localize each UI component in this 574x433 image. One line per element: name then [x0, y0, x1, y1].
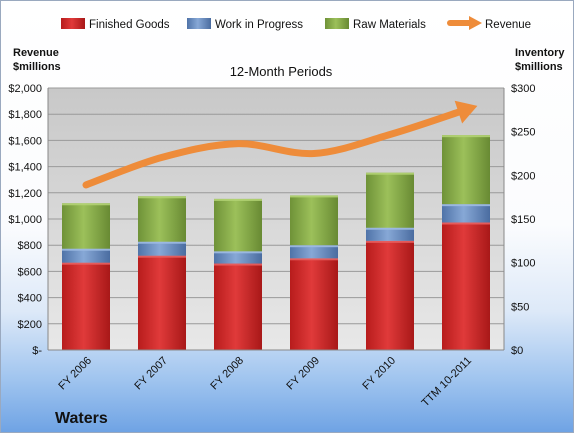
- x-tick-label: FY 2010: [360, 355, 398, 393]
- left-tick-label: $2,000: [8, 83, 42, 95]
- bar-finished-goods: [366, 240, 414, 350]
- bar-finished-goods: [62, 262, 110, 350]
- bar-finished-goods: [138, 255, 186, 350]
- x-tick-label: FY 2008: [208, 355, 246, 393]
- bar-finished-goods: [214, 263, 262, 350]
- left-tick-label: $1,000: [8, 214, 42, 226]
- legend-item-finished-goods: Finished Goods: [61, 18, 170, 31]
- left-tick-label: $400: [18, 293, 42, 305]
- bar-top-work-in-progress: [366, 227, 414, 230]
- bar-raw-materials: [290, 195, 338, 246]
- bar-raw-materials: [214, 198, 262, 252]
- bar-top-finished-goods: [62, 262, 110, 265]
- bar-finished-goods: [442, 222, 490, 350]
- bar-top-finished-goods: [138, 255, 186, 258]
- x-tick-label: FY 2006: [56, 355, 94, 393]
- bar-work-in-progress: [214, 251, 262, 264]
- bar-work-in-progress: [62, 248, 110, 263]
- bar-work-in-progress: [442, 204, 490, 223]
- left-axis-title-line1: Revenue: [13, 47, 59, 59]
- right-tick-label: $300: [511, 83, 535, 95]
- legend-label-raw-materials: Raw Materials: [353, 19, 426, 31]
- left-tick-label: $-: [32, 345, 42, 357]
- bar-top-finished-goods: [290, 258, 338, 261]
- right-tick-label: $50: [511, 301, 529, 313]
- bar-top-raw-materials: [62, 203, 110, 206]
- right-axis-title-line1: Inventory: [515, 47, 565, 59]
- revenue-line-path: [82, 106, 470, 189]
- left-tick-label: $800: [18, 240, 42, 252]
- left-tick-label: $1,800: [8, 109, 42, 121]
- x-tick-label: TTM 10-2011: [420, 355, 475, 410]
- bar-work-in-progress: [366, 227, 414, 241]
- bar-top-raw-materials: [366, 172, 414, 175]
- revenue-arrowhead-icon: [454, 100, 478, 124]
- bar-top-raw-materials: [138, 196, 186, 199]
- legend-item-revenue: Revenue: [447, 16, 531, 31]
- bar-raw-materials: [62, 203, 110, 249]
- right-tick-label: $250: [511, 127, 535, 139]
- legend-item-work-in-progress: Work in Progress: [187, 18, 303, 31]
- left-tick-label: $600: [18, 266, 42, 278]
- legend-swatch-finished-goods: [61, 18, 85, 29]
- legend: Finished Goods Work in Progress Raw Mate…: [61, 16, 531, 31]
- left-tick-label: $1,600: [8, 135, 42, 147]
- revenue-line: [82, 100, 478, 189]
- bar-top-finished-goods: [442, 222, 490, 225]
- left-tick-label: $1,200: [8, 188, 42, 200]
- bar-top-raw-materials: [214, 198, 262, 201]
- left-tick-label: $1,400: [8, 162, 42, 174]
- legend-label-revenue: Revenue: [485, 19, 531, 31]
- legend-label-finished-goods: Finished Goods: [89, 19, 170, 31]
- right-tick-label: $100: [511, 258, 535, 270]
- bar-work-in-progress: [138, 241, 186, 256]
- chart-title: 12-Month Periods: [230, 64, 333, 79]
- bar-top-finished-goods: [214, 263, 262, 266]
- legend-swatch-raw-materials: [325, 18, 349, 29]
- right-tick-label: $150: [511, 214, 535, 226]
- bar-raw-materials: [442, 135, 490, 205]
- bar-top-work-in-progress: [442, 204, 490, 207]
- bar-top-work-in-progress: [214, 251, 262, 254]
- right-axis-ticks: $0 $50 $100 $150 $200 $250 $300: [511, 83, 535, 357]
- bar-work-in-progress: [290, 245, 338, 259]
- x-axis-ticks: FY 2006 FY 2007 FY 2008 FY 2009 FY 2010 TTM 1…: [56, 355, 474, 410]
- legend-label-work-in-progress: Work in Progress: [215, 19, 303, 31]
- right-tick-label: $200: [511, 170, 535, 182]
- x-tick-label: FY 2007: [132, 355, 170, 393]
- left-tick-label: $200: [18, 319, 42, 331]
- left-axis-title-line2: $millions: [13, 61, 61, 73]
- bar-raw-materials: [366, 172, 414, 228]
- legend-arrow-icon: [469, 16, 482, 30]
- legend-swatch-work-in-progress: [187, 18, 211, 29]
- right-tick-label: $0: [511, 345, 523, 357]
- bar-top-finished-goods: [366, 240, 414, 243]
- bar-top-work-in-progress: [290, 245, 338, 248]
- legend-item-raw-materials: Raw Materials: [325, 18, 426, 31]
- bar-raw-materials: [138, 196, 186, 242]
- left-axis-ticks: $- $200 $400 $600 $800 $1,000 $1,200 $1,400 $1,6…: [8, 83, 42, 357]
- bar-top-raw-materials: [442, 135, 490, 138]
- bar-top-raw-materials: [290, 195, 338, 198]
- bar-finished-goods: [290, 258, 338, 350]
- bars: [62, 135, 490, 350]
- right-axis-title-line2: $millions: [515, 61, 563, 73]
- company-name: Waters: [55, 410, 108, 427]
- bar-top-work-in-progress: [62, 248, 110, 251]
- bar-top-work-in-progress: [138, 241, 186, 244]
- x-tick-label: FY 2009: [284, 355, 322, 393]
